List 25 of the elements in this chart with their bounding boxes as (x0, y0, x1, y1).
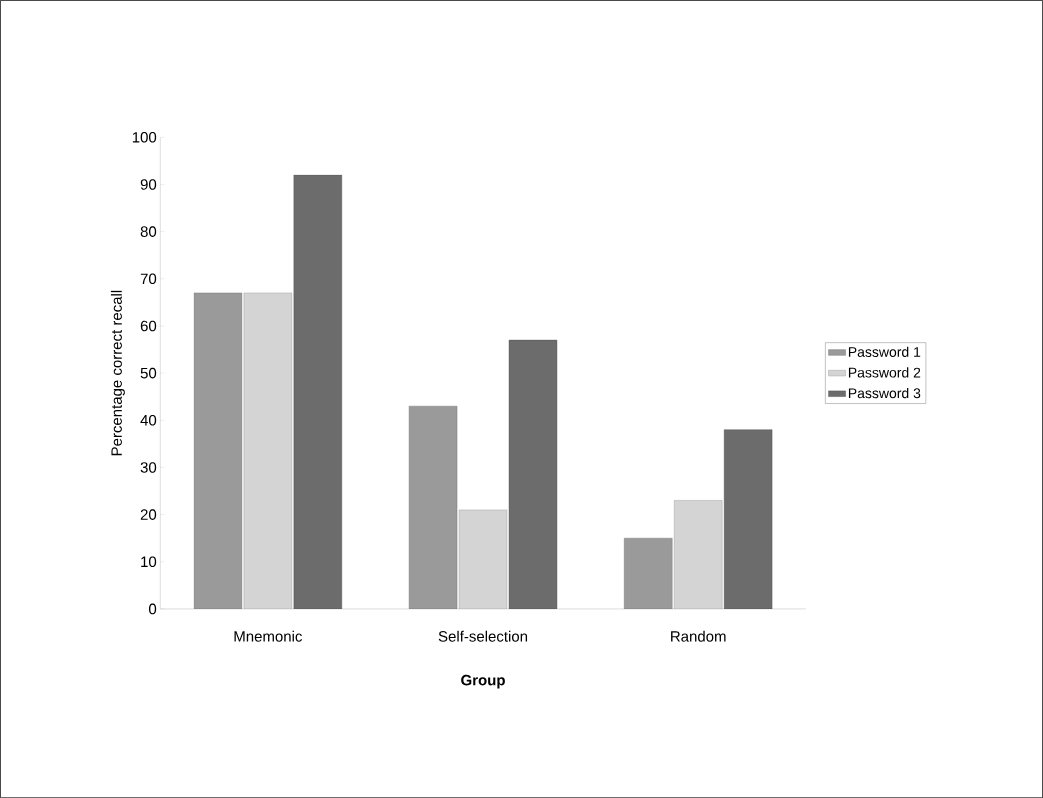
legend-label: Password 3 (848, 387, 921, 399)
bar (674, 500, 723, 609)
bar (243, 292, 293, 609)
y-tick-label: 0 (148, 603, 157, 615)
y-tick-label: 90 (140, 179, 157, 190)
legend-label: Password 1 (848, 346, 921, 357)
x-axis-title: Group (461, 674, 505, 689)
y-tick-label: 20 (140, 509, 157, 520)
bar (508, 339, 558, 609)
x-tick-label: Random (671, 630, 726, 642)
x-tick-label: Self-selection (438, 630, 528, 642)
legend-label: Password 2 (848, 367, 921, 378)
y-tick-label: 80 (140, 226, 157, 237)
y-tick-label: 40 (140, 414, 157, 426)
y-tick-label: 50 (140, 367, 157, 379)
x-tick-label: Mnemonic (234, 630, 303, 642)
bar (723, 429, 773, 609)
y-tick-label: 30 (140, 462, 157, 473)
y-axis-title: Percentage correct recall (110, 290, 125, 456)
y-tick-label: 100 (132, 131, 157, 143)
bar (293, 174, 343, 609)
y-tick-label: 70 (140, 273, 157, 284)
y-tick-label: 60 (140, 320, 157, 332)
bar (458, 509, 508, 609)
y-tick-label: 10 (141, 556, 157, 567)
